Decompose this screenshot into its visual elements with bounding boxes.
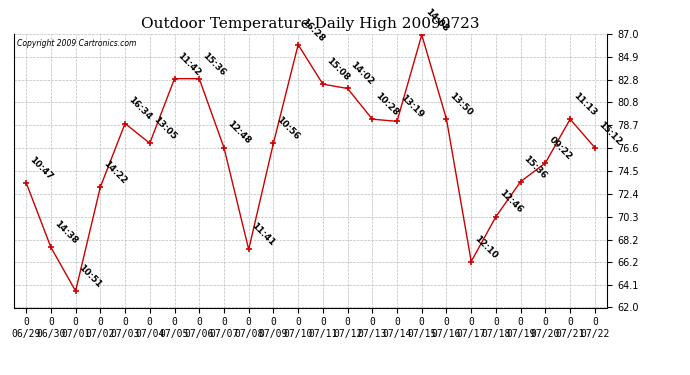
Text: 10:56: 10:56 [275,116,302,142]
Text: 10:28: 10:28 [374,91,400,118]
Text: 13:50: 13:50 [448,91,475,118]
Text: 14:02: 14:02 [349,60,375,87]
Text: 11:41: 11:41 [250,221,277,248]
Text: 14:08: 14:08 [423,7,450,33]
Title: Outdoor Temperature Daily High 20090723: Outdoor Temperature Daily High 20090723 [141,17,480,31]
Text: 09:22: 09:22 [546,135,573,162]
Text: 14:38: 14:38 [52,219,79,246]
Text: 11:13: 11:13 [571,91,598,118]
Text: 12:48: 12:48 [226,120,252,146]
Text: 16:34: 16:34 [126,96,153,122]
Text: 15:36: 15:36 [522,154,549,180]
Text: Copyright 2009 Cartronics.com: Copyright 2009 Cartronics.com [17,39,136,48]
Text: 12:46: 12:46 [497,189,524,215]
Text: 11:42: 11:42 [176,51,203,77]
Text: 16:28: 16:28 [299,17,326,43]
Text: 15:12: 15:12 [596,120,623,146]
Text: 13:05: 13:05 [151,116,178,142]
Text: 10:47: 10:47 [28,154,55,181]
Text: 15:36: 15:36 [201,51,227,77]
Text: 15:08: 15:08 [324,56,351,83]
Text: 13:19: 13:19 [398,93,425,120]
Text: 12:10: 12:10 [473,234,499,260]
Text: 10:51: 10:51 [77,263,104,290]
Text: 14:22: 14:22 [101,159,128,186]
